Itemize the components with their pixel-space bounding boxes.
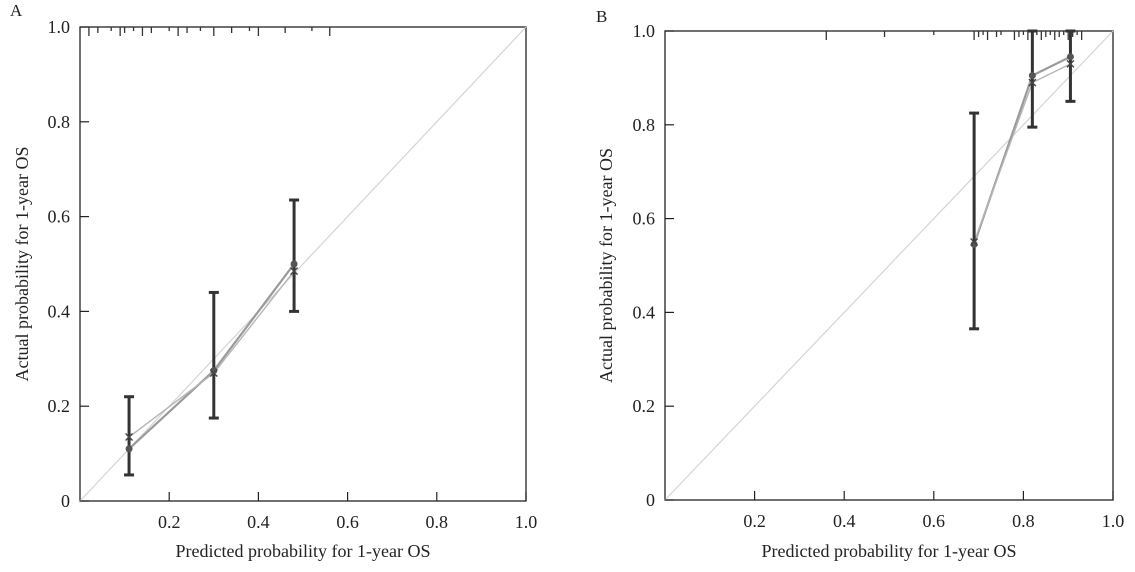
y-tick-label: 0 bbox=[646, 490, 655, 510]
x-tick-label: 0.8 bbox=[426, 512, 449, 532]
x-axis-title: Predicted probability for 1-year OS bbox=[762, 541, 1017, 561]
bias-corrected-marker bbox=[1028, 78, 1037, 87]
bias-corrected-marker bbox=[125, 433, 134, 442]
y-tick-label: 0.4 bbox=[48, 301, 71, 321]
x-tick-label: 1.0 bbox=[515, 512, 538, 532]
x-tick-label: 0.4 bbox=[247, 512, 270, 532]
observed-point bbox=[125, 445, 133, 453]
observed-point bbox=[1028, 72, 1036, 80]
y-tick-label: 0.2 bbox=[633, 396, 656, 416]
y-tick-label: 1.0 bbox=[48, 17, 71, 37]
bias-corrected-marker bbox=[209, 369, 218, 378]
y-tick-label: 0.8 bbox=[48, 112, 71, 132]
panel-label: B bbox=[596, 7, 607, 26]
y-tick-label: 0.6 bbox=[633, 209, 656, 229]
y-tick-label: 0.6 bbox=[48, 207, 71, 227]
bias-corrected-marker bbox=[970, 238, 979, 247]
bias-corrected-marker bbox=[290, 267, 299, 276]
y-axis-title: Actual probability for 1-year OS bbox=[596, 148, 616, 383]
x-tick-label: 1.0 bbox=[1102, 511, 1125, 531]
reference-line bbox=[79, 26, 527, 502]
panel-label: A bbox=[10, 1, 23, 20]
y-tick-label: 0.4 bbox=[633, 302, 656, 322]
x-tick-label: 0.4 bbox=[833, 511, 856, 531]
bias-corrected-marker bbox=[1066, 59, 1075, 68]
y-tick-label: 1.0 bbox=[633, 21, 656, 41]
observed-point bbox=[210, 367, 218, 375]
observed-point bbox=[290, 260, 298, 268]
panel-b: B 0.2 0.4 0.6 0.8 1.0 0 0.2 0.4 0.6 0.8 1.0 Predicte… bbox=[596, 7, 1124, 561]
y-axis-title: Actual probability for 1-year OS bbox=[12, 147, 32, 382]
x-tick-label: 0.8 bbox=[1012, 511, 1035, 531]
y-tick-label: 0 bbox=[61, 491, 70, 511]
x-axis-title: Predicted probability for 1-year OS bbox=[176, 541, 431, 561]
x-tick-label: 0.2 bbox=[158, 512, 181, 532]
x-tick-label: 0.6 bbox=[923, 511, 946, 531]
observed-line bbox=[973, 55, 1071, 245]
observed-point bbox=[1066, 53, 1074, 61]
plot-frame bbox=[664, 30, 1114, 501]
y-tick-label: 0.2 bbox=[48, 396, 71, 416]
y-tick-label: 0.8 bbox=[633, 115, 656, 135]
x-tick-label: 0.2 bbox=[743, 511, 766, 531]
plot-frame bbox=[79, 26, 527, 502]
reference-line bbox=[664, 30, 1114, 501]
observed-point bbox=[970, 240, 978, 248]
panel-a: A 0.2 0.4 0.6 0.8 1.0 0 0.2 0.4 0.6 0.8 1.0 Predicte… bbox=[10, 1, 537, 561]
x-tick-label: 0.6 bbox=[336, 512, 359, 532]
